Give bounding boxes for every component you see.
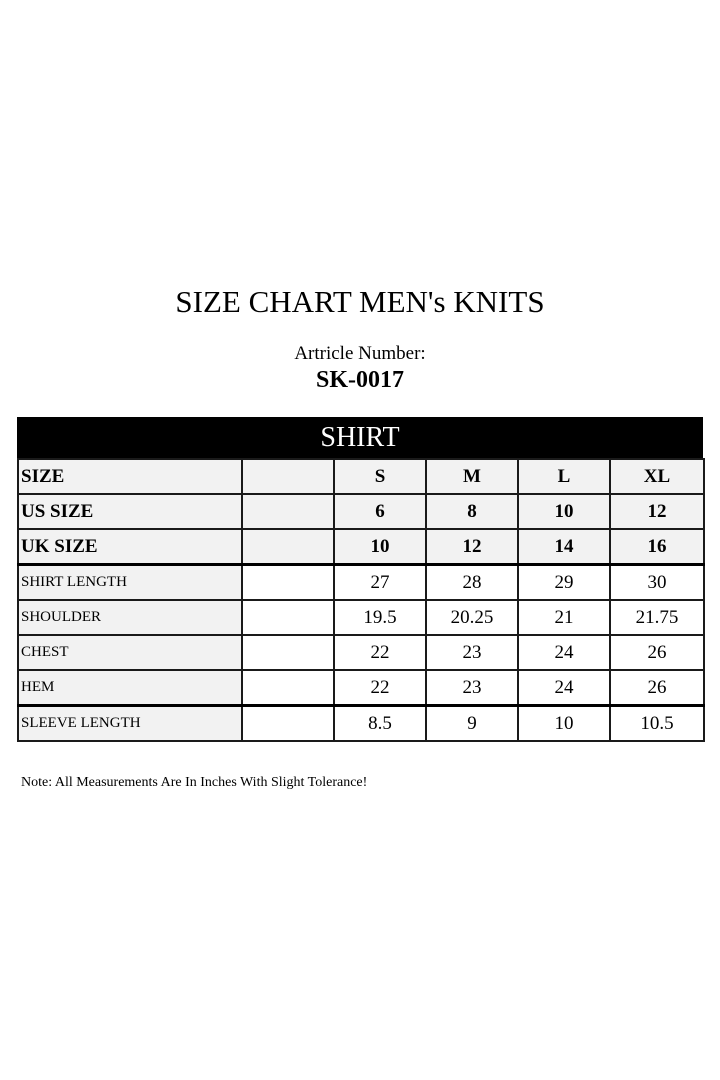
value-cell: 12 <box>609 493 705 530</box>
value-cell: L <box>517 458 611 495</box>
table-row: HEM 22 23 24 26 <box>17 669 705 707</box>
row-label: SHOULDER <box>17 599 243 636</box>
row-label: SLEEVE LENGTH <box>17 704 243 742</box>
value-cell: 20.25 <box>425 599 519 636</box>
value-cell: 6 <box>333 493 427 530</box>
page-title: SIZE CHART MEN's KNITS <box>175 284 545 319</box>
value-cell: 26 <box>609 669 705 707</box>
table-row: US SIZE 6 8 10 12 <box>17 493 705 530</box>
value-cell: 24 <box>517 634 611 671</box>
row-label: HEM <box>17 669 243 707</box>
value-cell: XL <box>609 458 705 495</box>
blank-cell <box>241 528 335 566</box>
value-cell: 22 <box>333 634 427 671</box>
value-cell: 9 <box>425 704 519 742</box>
row-label: UK SIZE <box>17 528 243 566</box>
value-cell: 10 <box>517 704 611 742</box>
blank-cell <box>241 704 335 742</box>
article-label: Artricle Number: <box>294 343 426 364</box>
table-row: UK SIZE 10 12 14 16 <box>17 528 705 566</box>
table-row: SIZE S M L XL <box>17 458 705 495</box>
value-cell: 8 <box>425 493 519 530</box>
value-cell: 23 <box>425 669 519 707</box>
value-cell: S <box>333 458 427 495</box>
value-cell: 10.5 <box>609 704 705 742</box>
value-cell: 24 <box>517 669 611 707</box>
row-label: CHEST <box>17 634 243 671</box>
value-cell: 8.5 <box>333 704 427 742</box>
value-cell: 27 <box>333 563 427 601</box>
table-row: SLEEVE LENGTH 8.5 9 10 10.5 <box>17 704 705 742</box>
value-cell: 28 <box>425 563 519 601</box>
blank-cell <box>241 563 335 601</box>
size-chart-table: SHIRT SIZE S M L XL US SIZE 6 8 10 12 UK SIZE 10 12 1… <box>17 417 705 742</box>
row-label: SHIRT LENGTH <box>17 563 243 601</box>
value-cell: 10 <box>517 493 611 530</box>
blank-cell <box>241 458 335 495</box>
value-cell: 26 <box>609 634 705 671</box>
measurement-note: Note: All Measurements Are In Inches Wit… <box>21 775 368 790</box>
value-cell: 21.75 <box>609 599 705 636</box>
blank-cell <box>241 634 335 671</box>
blank-cell <box>241 599 335 636</box>
blank-cell <box>241 493 335 530</box>
row-label: US SIZE <box>17 493 243 530</box>
value-cell: M <box>425 458 519 495</box>
table-row: CHEST 22 23 24 26 <box>17 634 705 671</box>
article-number: SK-0017 <box>315 367 404 393</box>
value-cell: 14 <box>517 528 611 566</box>
value-cell: 29 <box>517 563 611 601</box>
section-banner: SHIRT <box>17 417 703 458</box>
row-label: SIZE <box>17 458 243 495</box>
table-row: SHOULDER 19.5 20.25 21 21.75 <box>17 599 705 636</box>
value-cell: 22 <box>333 669 427 707</box>
value-cell: 21 <box>517 599 611 636</box>
value-cell: 30 <box>609 563 705 601</box>
value-cell: 19.5 <box>333 599 427 636</box>
value-cell: 16 <box>609 528 705 566</box>
value-cell: 23 <box>425 634 519 671</box>
value-cell: 10 <box>333 528 427 566</box>
blank-cell <box>241 669 335 707</box>
table-row: SHIRT LENGTH 27 28 29 30 <box>17 563 705 601</box>
value-cell: 12 <box>425 528 519 566</box>
